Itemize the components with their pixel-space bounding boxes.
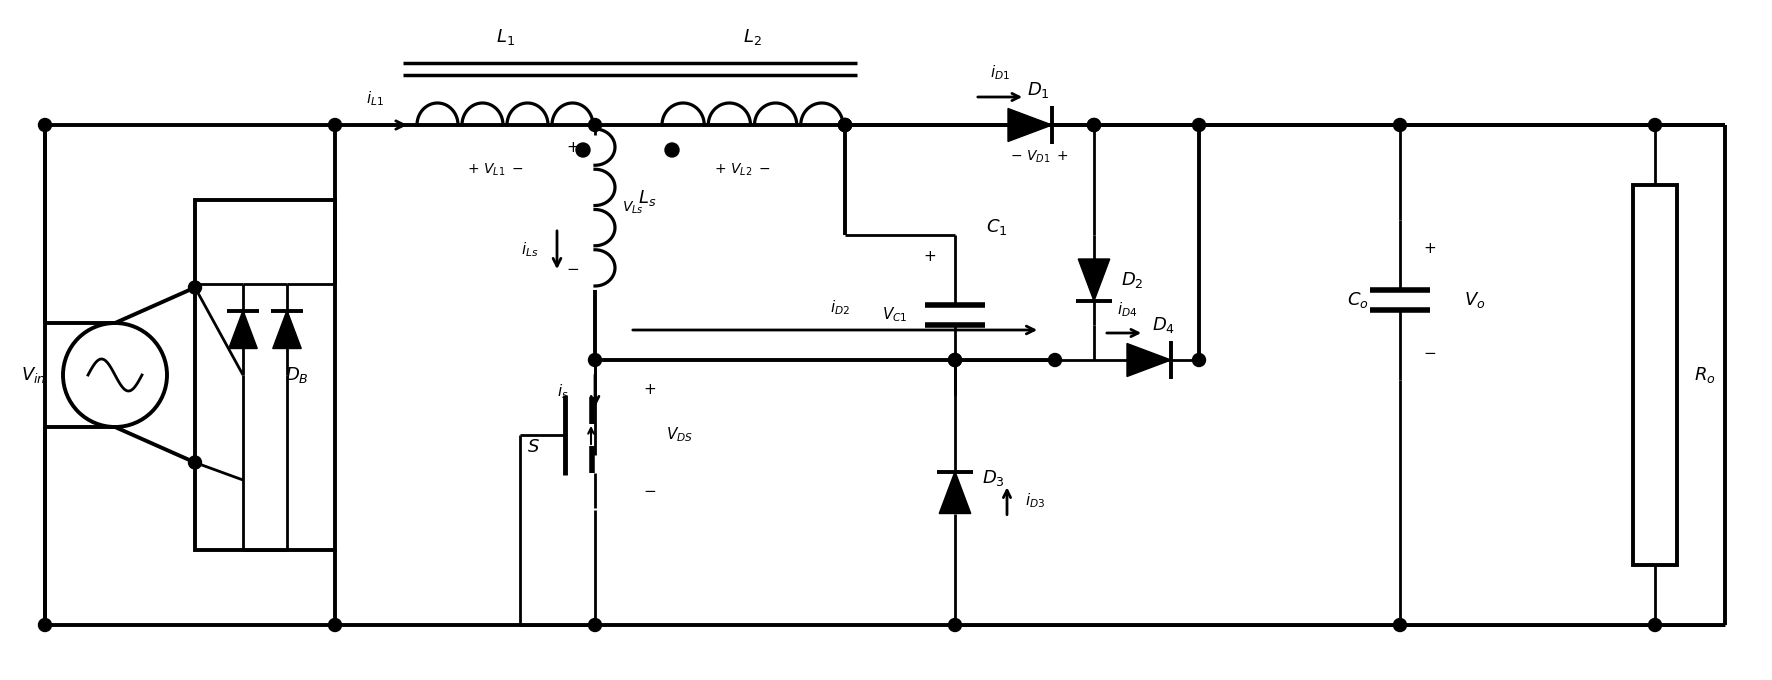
Circle shape [838,118,852,131]
Circle shape [39,118,51,131]
Polygon shape [229,311,257,348]
Text: $-$: $-$ [567,260,579,275]
Text: $V_{in}$: $V_{in}$ [21,365,46,385]
Circle shape [588,619,601,632]
Polygon shape [1127,343,1171,377]
Text: $D_4$: $D_4$ [1152,315,1175,335]
Circle shape [188,281,202,294]
Text: $i_{L1}$: $i_{L1}$ [367,90,385,108]
Text: $C_o$: $C_o$ [1347,290,1368,310]
Bar [1634,185,1676,565]
Polygon shape [939,471,971,513]
Circle shape [588,118,601,131]
Text: $D_1$: $D_1$ [1026,80,1049,100]
Circle shape [1193,118,1205,131]
Text: $L_2$: $L_2$ [742,27,762,47]
Text: $+$: $+$ [643,382,657,398]
Circle shape [1088,118,1100,131]
Text: $i_{D1}$: $i_{D1}$ [991,64,1010,82]
Text: $V_o$: $V_o$ [1464,290,1485,310]
Text: $-\ V_{D1}\ +$: $-\ V_{D1}\ +$ [1010,149,1070,165]
Text: $i_{D4}$: $i_{D4}$ [1116,301,1138,320]
Text: $-$: $-$ [643,483,657,498]
Circle shape [1648,118,1662,131]
Text: $D_3$: $D_3$ [982,468,1005,488]
Text: $i_{Ls}$: $i_{Ls}$ [521,241,539,259]
Text: $+\ V_{L1}\ -$: $+\ V_{L1}\ -$ [466,162,523,178]
Text: $i_{D3}$: $i_{D3}$ [1024,491,1045,510]
Text: $V_{C1}$: $V_{C1}$ [882,305,907,324]
Circle shape [588,354,601,367]
Text: $-$: $-$ [1423,345,1437,360]
Bar [195,200,335,550]
Text: $+$: $+$ [1423,241,1437,256]
Text: $S$: $S$ [526,438,539,456]
Circle shape [1193,354,1205,367]
Circle shape [328,619,342,632]
Circle shape [328,118,342,131]
Text: $R_o$: $R_o$ [1694,365,1715,385]
Polygon shape [1077,259,1109,301]
Text: $C_1$: $C_1$ [987,217,1008,237]
Text: $V_{Ls}$: $V_{Ls}$ [622,199,643,216]
Circle shape [838,118,852,131]
Circle shape [39,619,51,632]
Circle shape [664,143,679,157]
Text: $+$: $+$ [923,250,937,265]
Text: $L_s$: $L_s$ [638,188,656,207]
Text: $i_{D2}$: $i_{D2}$ [829,299,851,318]
Circle shape [1049,354,1061,367]
Circle shape [948,354,962,367]
Circle shape [1648,619,1662,632]
Text: $D_B$: $D_B$ [285,365,308,385]
Circle shape [576,143,590,157]
Text: $L_1$: $L_1$ [496,27,514,47]
Polygon shape [273,311,301,348]
Text: $+$: $+$ [567,139,579,154]
Text: $D_2$: $D_2$ [1120,270,1143,290]
Circle shape [188,456,202,469]
Circle shape [838,118,852,131]
Text: $V_{DS}$: $V_{DS}$ [666,426,693,444]
Polygon shape [1008,109,1053,141]
Circle shape [948,619,962,632]
Text: $i_s$: $i_s$ [556,383,569,401]
Text: $+\ V_{L2}\ -$: $+\ V_{L2}\ -$ [714,162,771,178]
Circle shape [1393,118,1407,131]
Circle shape [1393,619,1407,632]
Circle shape [948,354,962,367]
Circle shape [1088,118,1100,131]
